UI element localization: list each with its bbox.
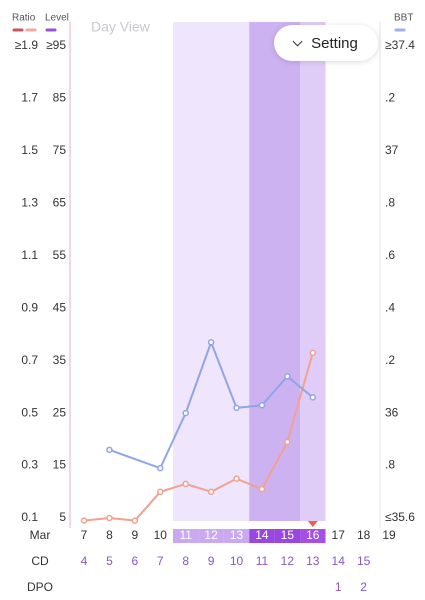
date-label: 7 [81,528,88,542]
data-point [284,438,291,446]
setting-button[interactable]: Setting [274,25,378,61]
level-tick-label: 5 [59,510,66,524]
data-point [309,394,317,401]
legend-label: BBT [394,13,413,24]
data-point [233,404,240,412]
dpo-label: 2 [360,580,367,594]
legend-label: Ratio [12,13,36,24]
row-label: Mar [30,528,51,542]
cd-label: 15 [357,554,371,568]
ratio-tick-label: 1.5 [21,143,38,157]
data-point [157,488,164,496]
level-tick-label: 65 [53,196,67,210]
bbt-tick-label: ≤35.6 [385,510,415,524]
bbt-tick-label: .6 [385,248,395,262]
fertile-band [300,22,326,521]
data-point [157,464,164,472]
today-marker [307,521,318,527]
data-point [284,373,291,380]
row-label: DPO [27,580,53,594]
ratio-tick-label: 1.7 [21,91,38,105]
date-pill [274,529,301,543]
data-point [131,517,139,524]
date-pill [172,529,199,543]
ratio-tick-label: ≥1.9 [15,38,39,52]
data-point [258,485,266,493]
data-point [106,446,113,454]
cd-label: 6 [131,554,138,568]
date-pill [249,529,275,543]
ratio-tick-label: 0.5 [21,405,38,419]
view-label: Day View [91,19,151,35]
data-point [182,480,189,488]
level-tick-label: 25 [53,405,67,419]
date-label: 18 [357,528,371,542]
level-tick-label: 85 [53,91,67,105]
cd-label: 8 [182,554,189,568]
bbt-tick-label: 36 [385,405,399,419]
data-point [233,475,240,482]
date-label: 16 [306,528,320,542]
bbt-tick-label: .2 [385,91,395,105]
cd-label: 5 [106,554,113,568]
ratio-tick-label: 1.3 [21,196,38,210]
fertile-band [249,22,301,521]
dpo-label: 1 [335,580,342,594]
date-pill [223,529,250,543]
level-tick-label: 45 [53,300,67,314]
chevron [292,36,303,46]
date-label: 17 [332,528,346,542]
cd-label: 7 [157,554,164,568]
data-point [258,401,266,409]
bbt-tick-label: 37 [385,143,399,157]
date-pill [198,529,224,543]
date-label: 9 [131,528,138,542]
date-label: 8 [106,528,113,542]
date-label: 10 [154,528,168,542]
data-point [207,339,215,346]
level-tick-label: 35 [53,353,67,367]
bbt-tick-label: .4 [385,300,395,314]
data-point [182,409,189,417]
ratio-tick-label: 0.9 [21,300,38,314]
level-tick-label: 15 [53,458,67,472]
level-tick-label: 55 [53,248,67,262]
data-point [207,488,215,496]
series-line [83,352,314,522]
ratio-tick-label: 0.7 [21,353,38,367]
date-label: 11 [179,528,192,542]
bbt-tick-label: .8 [385,196,395,210]
date-label: 15 [281,528,295,542]
cd-label: 12 [281,554,295,568]
data-point [309,349,317,357]
date-label: 19 [382,528,396,542]
ratio-tick-label: 0.1 [21,510,38,524]
row-label: CD [31,554,49,568]
legend-label: Level [45,13,69,24]
bbt-tick-label: .2 [385,353,395,367]
date-label: 14 [255,528,269,542]
data-point [106,514,113,522]
ratio-tick-label: 0.3 [21,458,38,472]
cd-label: 14 [332,554,346,568]
bbt-tick-label: ≥37.4 [385,38,415,52]
series-line [109,339,314,470]
cd-label: 11 [256,554,269,568]
level-tick-label: 75 [53,143,67,157]
date-pill [300,529,326,543]
cd-label: 10 [230,554,244,568]
level-tick-label: ≥95 [46,38,66,52]
date-label: 13 [230,528,244,542]
cd-label: 4 [81,554,88,568]
setting-label: Setting [311,34,358,52]
data-point [80,517,88,524]
cd-label: 13 [306,554,320,568]
ratio-tick-label: 1.1 [21,248,38,262]
cd-label: 9 [208,554,215,568]
bbt-tick-label: .8 [385,458,395,472]
date-label: 12 [204,528,218,542]
